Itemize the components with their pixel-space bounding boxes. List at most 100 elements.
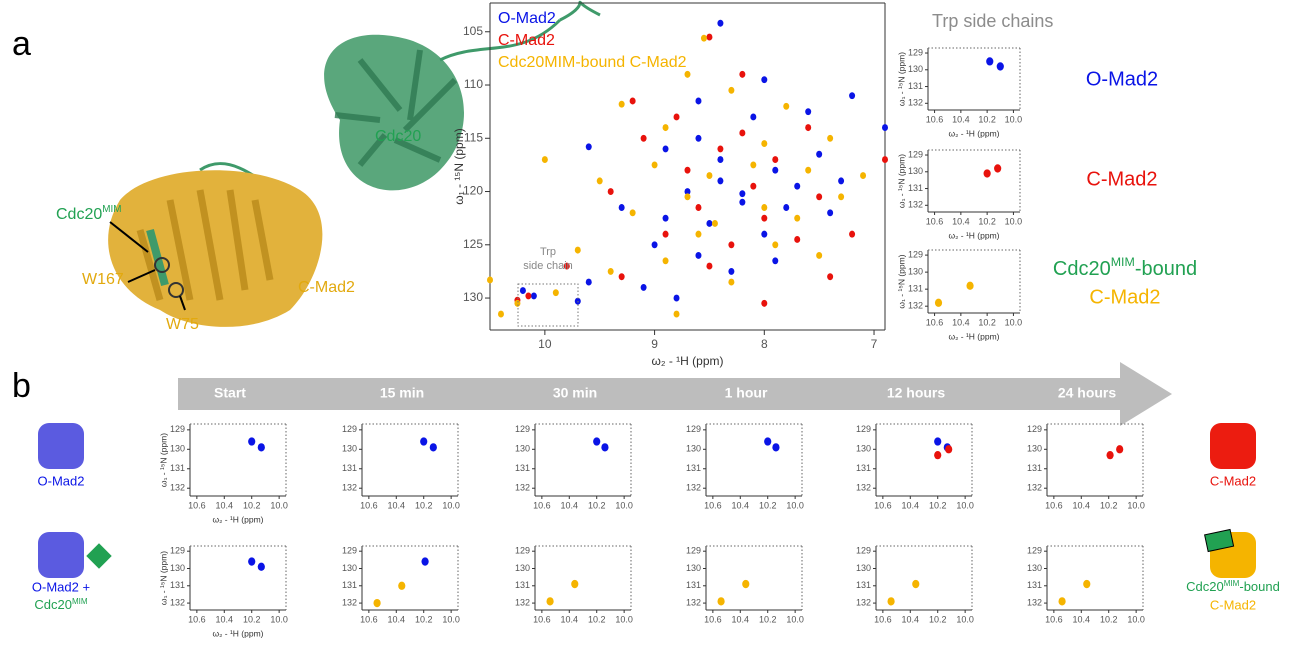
inset-label: O-Mad2 <box>1086 68 1158 90</box>
peak <box>487 276 493 284</box>
peak <box>761 204 768 211</box>
peak <box>596 177 603 185</box>
peak <box>593 437 601 446</box>
x-tick-label: 10.2 <box>243 501 261 511</box>
x-axis-label: ω₂ - ¹H (ppm) <box>948 128 999 138</box>
peak <box>739 70 746 78</box>
x-axis-label: ω₂ - ¹H (ppm) <box>948 331 999 341</box>
peak <box>601 443 609 452</box>
x-tick-label: 10.0 <box>615 501 633 511</box>
peak <box>673 113 680 121</box>
o-mad2-icon <box>38 423 84 469</box>
state-label: Cdc20MIM <box>34 597 88 613</box>
inset-label: C-Mad2 <box>1086 168 1157 190</box>
peak <box>945 445 953 454</box>
y-tick-label: 130 <box>908 64 923 74</box>
peak <box>618 273 625 281</box>
peak <box>640 134 647 142</box>
y-tick-label: 132 <box>1027 483 1042 493</box>
inset-title: Trp side chains <box>932 11 1053 31</box>
peak <box>761 299 768 307</box>
peak <box>684 70 691 78</box>
peak <box>497 310 504 318</box>
x-tick-label: 10.0 <box>956 615 974 625</box>
peak <box>717 19 724 27</box>
legend-entry: Cdc20MIM-bound C-Mad2 <box>498 54 687 71</box>
y-tick-label: 132 <box>170 483 185 493</box>
inset-label: C-Mad2 <box>1089 286 1160 308</box>
y-tick-label: 132 <box>342 597 357 607</box>
state-label: O-Mad2 + <box>32 579 90 594</box>
peak <box>662 257 669 265</box>
y-tick-label: 129 <box>908 47 923 57</box>
x-tick-label: 10.2 <box>415 615 433 625</box>
peak <box>827 273 834 281</box>
x-tick-label: 10.6 <box>188 501 206 511</box>
peak <box>717 597 725 606</box>
x-tick-label: 10.4 <box>952 318 970 328</box>
text-part: Cdc20 <box>34 597 72 612</box>
y-tick-label: 131 <box>342 580 357 590</box>
peak <box>772 241 779 249</box>
x-tick-label: 10.0 <box>786 501 804 511</box>
peak <box>552 289 559 297</box>
x-tick-label: 10.2 <box>759 615 777 625</box>
y-tick-label: 132 <box>515 483 530 493</box>
c-mad2-icon <box>1210 423 1256 469</box>
peak <box>794 182 801 190</box>
x-tick-label: 10.2 <box>978 318 996 328</box>
y-tick-label: 131 <box>1027 580 1042 590</box>
y-tick-label: 132 <box>342 483 357 493</box>
w75-sidechain <box>168 282 184 298</box>
y-tick-label: 129 <box>342 546 357 556</box>
x-tick-label: 10.4 <box>388 615 406 625</box>
cdc20-mim-icon <box>86 543 112 569</box>
x-tick-label: 10.6 <box>926 217 944 227</box>
y-axis-label: ω₁ - ¹⁵N (ppm) <box>896 254 906 308</box>
peak <box>585 278 592 286</box>
y-tick-label: 132 <box>908 301 923 311</box>
x-tick-label: 10.0 <box>442 615 460 625</box>
y-tick-label: 130 <box>686 563 701 573</box>
y-tick-label: 129 <box>170 546 185 556</box>
peak <box>772 156 779 164</box>
text-part: -bound <box>1135 258 1197 280</box>
mad2-body <box>108 170 323 327</box>
peak <box>805 166 812 174</box>
annotation-box <box>517 283 579 327</box>
peak <box>711 220 718 227</box>
y-tick-label: 132 <box>1027 597 1042 607</box>
peak <box>739 198 746 206</box>
peak <box>728 278 735 286</box>
x-tick-label: 10.4 <box>388 501 406 511</box>
x-tick-label: 10.2 <box>588 615 606 625</box>
y-tick-label: 131 <box>908 183 923 193</box>
peak <box>546 597 554 606</box>
peak <box>838 193 845 201</box>
y-tick-label: 131 <box>1027 463 1042 473</box>
y-tick-label: 132 <box>686 597 701 607</box>
peak <box>541 156 548 164</box>
y-tick-label: 131 <box>856 580 871 590</box>
y-axis-label: ω₁ - ¹⁵N (ppm) <box>158 433 168 487</box>
x-tick-label: 7 <box>871 337 878 351</box>
x-tick-label: 10.2 <box>1100 501 1118 511</box>
peak <box>585 143 592 151</box>
y-tick-label: 130 <box>908 267 923 277</box>
peak <box>764 437 772 446</box>
peak <box>700 34 707 42</box>
peak <box>794 214 801 222</box>
peak <box>651 161 658 169</box>
text-part: Cdc20 <box>56 206 102 223</box>
peak <box>783 102 790 110</box>
peak <box>1116 445 1124 454</box>
x-tick-label: 10.6 <box>360 615 378 625</box>
y-tick-label: 130 <box>515 563 530 573</box>
peak <box>519 287 526 295</box>
y-tick-label: 130 <box>908 166 923 176</box>
x-axis-label: ω₂ - ¹H (ppm) <box>651 354 723 368</box>
peak <box>525 292 532 300</box>
o-mad2-icon <box>38 532 84 578</box>
peak <box>772 257 779 265</box>
x-tick-label: 10.2 <box>759 501 777 511</box>
